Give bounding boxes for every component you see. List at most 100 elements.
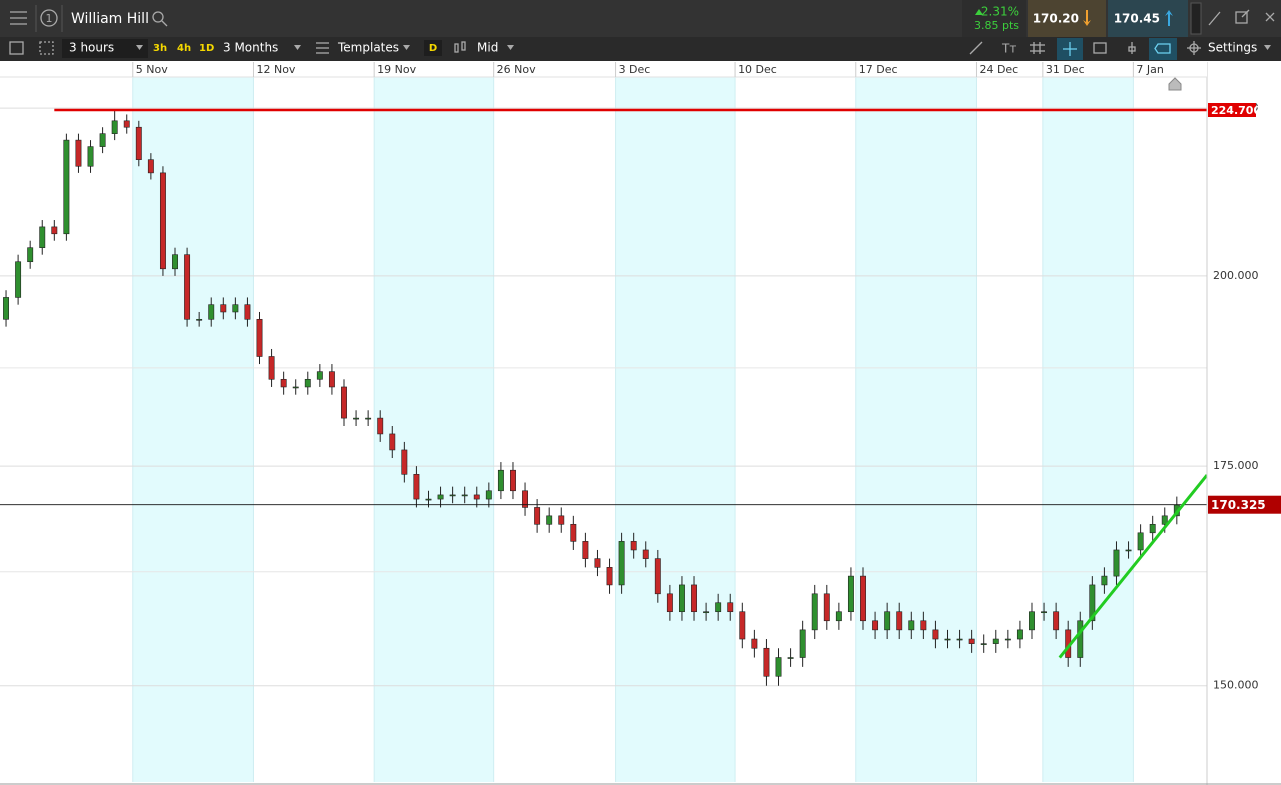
day[interactable]: D bbox=[429, 43, 437, 54]
candle-body bbox=[15, 261, 22, 298]
change-box bbox=[962, 0, 1026, 37]
day-box[interactable] bbox=[424, 40, 442, 56]
candle-body bbox=[244, 304, 251, 320]
window-icon[interactable] bbox=[1093, 42, 1107, 54]
candle-body bbox=[1113, 549, 1120, 577]
quick-interval[interactable]: 4h bbox=[177, 43, 191, 54]
marker-icon[interactable] bbox=[1128, 42, 1136, 54]
templates-icon[interactable] bbox=[316, 42, 329, 54]
candle-body bbox=[534, 507, 541, 525]
search-icon[interactable] bbox=[152, 11, 168, 27]
range[interactable]: 3 Months bbox=[223, 41, 278, 55]
x-tick-label: 7 Jan bbox=[1136, 63, 1163, 76]
depth-icon[interactable] bbox=[1190, 2, 1202, 35]
buy-price[interactable]: 170.45 bbox=[1114, 12, 1160, 26]
candle-body bbox=[401, 449, 408, 475]
candle-body bbox=[980, 643, 987, 645]
candle-body bbox=[159, 172, 166, 270]
settings[interactable]: Settings bbox=[1208, 41, 1257, 55]
candle-body bbox=[389, 433, 396, 451]
candle-body bbox=[135, 126, 142, 160]
tag-icon bbox=[1154, 43, 1171, 54]
price-type[interactable]: Mid bbox=[477, 41, 498, 55]
sell-price[interactable]: 170.20 bbox=[1033, 12, 1079, 26]
candle-body bbox=[763, 647, 770, 677]
candle-body bbox=[811, 593, 818, 631]
minimize-icon[interactable] bbox=[1208, 11, 1221, 26]
menu-icon[interactable] bbox=[10, 11, 27, 25]
candle-body bbox=[944, 638, 951, 641]
layout-icon[interactable] bbox=[39, 41, 54, 55]
candle-body bbox=[582, 541, 589, 559]
candle-body bbox=[111, 120, 118, 134]
candle-body bbox=[485, 490, 492, 500]
popout-icon[interactable] bbox=[1235, 9, 1250, 24]
change-pts: 3.85 pts bbox=[974, 19, 1019, 32]
candle-body bbox=[3, 297, 9, 320]
candle-body bbox=[328, 371, 335, 388]
candle-body bbox=[196, 318, 203, 321]
list-icon[interactable] bbox=[9, 41, 24, 55]
candle-body bbox=[678, 584, 685, 613]
sell-box[interactable] bbox=[1028, 0, 1106, 37]
candle-body bbox=[172, 254, 178, 270]
home-icon[interactable] bbox=[1168, 77, 1182, 91]
candle-body bbox=[606, 567, 613, 586]
candle-body bbox=[956, 638, 963, 641]
candle-body bbox=[1004, 638, 1011, 641]
up-arrow bbox=[975, 9, 983, 15]
tag-active[interactable] bbox=[1149, 38, 1177, 60]
candle-body bbox=[147, 159, 154, 174]
interval[interactable]: 3 hours bbox=[69, 41, 114, 55]
candle-body bbox=[497, 469, 504, 492]
week-shade bbox=[132, 62, 254, 782]
candle-body bbox=[1016, 629, 1023, 640]
grid-icon[interactable] bbox=[1030, 42, 1045, 54]
candle-body bbox=[316, 371, 323, 380]
badge[interactable]: 1 bbox=[46, 12, 53, 25]
candle-body bbox=[184, 254, 191, 320]
candle-body bbox=[570, 523, 577, 542]
candle-body bbox=[280, 378, 287, 388]
candle-body bbox=[666, 593, 673, 613]
candle-body bbox=[860, 575, 866, 622]
settings-icon[interactable] bbox=[1187, 41, 1201, 55]
y-axis-bg bbox=[1207, 62, 1281, 782]
candle-body bbox=[256, 318, 263, 357]
buy-arrow bbox=[1165, 10, 1173, 26]
candle-body bbox=[1077, 620, 1084, 658]
candle-body bbox=[425, 498, 432, 501]
candle-body bbox=[208, 304, 215, 320]
crosshair-icon bbox=[1063, 42, 1077, 56]
x-tick-label: 12 Nov bbox=[256, 63, 295, 76]
candle-body bbox=[630, 541, 637, 551]
candle-body bbox=[642, 549, 649, 559]
draw-icon[interactable] bbox=[969, 41, 983, 55]
close-icon[interactable] bbox=[1265, 12, 1275, 22]
interval-select[interactable] bbox=[62, 39, 148, 58]
price-tag-label: 224.700 bbox=[1211, 104, 1261, 117]
candle-body bbox=[473, 494, 480, 500]
templates[interactable]: Templates bbox=[337, 41, 399, 55]
candle-body bbox=[618, 541, 625, 586]
candle-body bbox=[377, 417, 384, 435]
price-tag bbox=[1208, 103, 1256, 118]
candle-body bbox=[365, 417, 372, 420]
instrument-name[interactable]: William Hill bbox=[71, 11, 149, 27]
candle-body bbox=[268, 356, 275, 380]
dropdown-arrow bbox=[403, 45, 410, 50]
candle-icon[interactable] bbox=[454, 41, 466, 53]
buy-box[interactable] bbox=[1108, 0, 1188, 37]
candle-body bbox=[123, 120, 130, 128]
quick-interval[interactable]: 1D bbox=[199, 43, 214, 54]
candle-body bbox=[594, 558, 601, 568]
candle-body bbox=[654, 558, 661, 595]
quick-interval[interactable]: 3h bbox=[153, 43, 167, 54]
x-tick-label: 31 Dec bbox=[1046, 63, 1085, 76]
candle-body bbox=[727, 602, 734, 613]
candle-body bbox=[304, 378, 311, 388]
x-tick-label: 24 Dec bbox=[979, 63, 1018, 76]
text-icon[interactable]: Tт bbox=[1001, 42, 1016, 56]
